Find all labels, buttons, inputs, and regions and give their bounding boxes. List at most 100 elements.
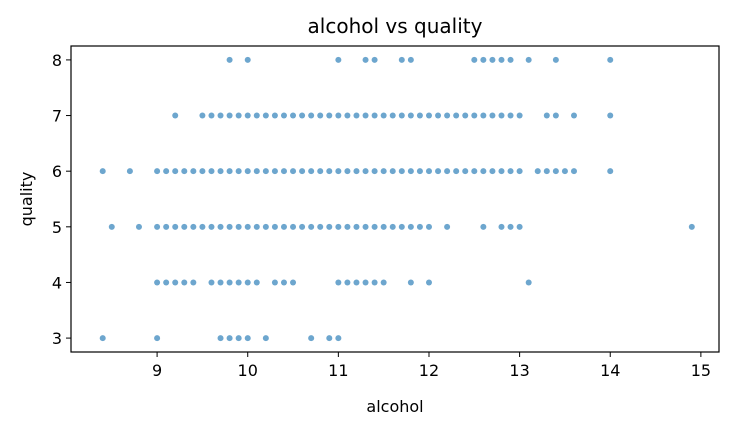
data-point	[407, 168, 414, 175]
data-point	[525, 56, 532, 63]
data-point	[208, 168, 215, 175]
data-point	[217, 112, 224, 119]
data-point	[416, 168, 423, 175]
data-point	[99, 168, 106, 175]
data-point	[317, 168, 324, 175]
data-point	[154, 223, 161, 230]
data-point	[335, 56, 342, 63]
data-point	[126, 168, 133, 175]
data-point	[444, 223, 451, 230]
data-point	[471, 56, 478, 63]
data-point	[444, 112, 451, 119]
data-point	[489, 112, 496, 119]
data-point	[371, 112, 378, 119]
data-point	[543, 168, 550, 175]
data-point	[290, 279, 297, 286]
data-point	[435, 168, 442, 175]
data-point	[181, 279, 188, 286]
data-point	[371, 223, 378, 230]
data-point	[181, 223, 188, 230]
data-point	[244, 335, 251, 342]
data-point	[226, 223, 233, 230]
data-point	[344, 112, 351, 119]
data-point	[208, 223, 215, 230]
y-tick-label: 7	[52, 107, 62, 126]
data-point	[235, 223, 242, 230]
data-point	[607, 168, 614, 175]
data-point	[453, 168, 460, 175]
data-point	[99, 335, 106, 342]
data-point	[308, 335, 315, 342]
data-point	[208, 112, 215, 119]
data-point	[552, 56, 559, 63]
data-point	[335, 168, 342, 175]
data-point	[217, 279, 224, 286]
data-point	[290, 168, 297, 175]
data-point	[235, 168, 242, 175]
data-point	[416, 112, 423, 119]
data-point	[353, 223, 360, 230]
data-point	[326, 168, 333, 175]
plot-frame	[70, 45, 720, 353]
data-point	[471, 168, 478, 175]
y-tick-label: 8	[52, 51, 62, 70]
data-point	[317, 223, 324, 230]
data-point	[163, 168, 170, 175]
data-point	[344, 168, 351, 175]
data-point	[507, 223, 514, 230]
data-point	[507, 112, 514, 119]
data-point	[380, 223, 387, 230]
data-point	[190, 168, 197, 175]
data-point	[154, 168, 161, 175]
data-point	[389, 223, 396, 230]
data-point	[498, 223, 505, 230]
data-point	[253, 112, 260, 119]
data-point	[607, 112, 614, 119]
data-point	[462, 112, 469, 119]
data-point	[108, 223, 115, 230]
data-point	[154, 335, 161, 342]
data-point	[480, 168, 487, 175]
data-point	[362, 168, 369, 175]
data-point	[425, 223, 432, 230]
data-point	[262, 223, 269, 230]
data-point	[244, 223, 251, 230]
data-point	[462, 168, 469, 175]
data-point	[190, 279, 197, 286]
data-point	[308, 223, 315, 230]
data-point	[471, 112, 478, 119]
data-point	[371, 56, 378, 63]
data-point	[534, 168, 541, 175]
data-point	[688, 223, 695, 230]
data-point	[262, 335, 269, 342]
data-point	[435, 112, 442, 119]
data-point	[253, 223, 260, 230]
x-tick-label: 13	[509, 361, 529, 380]
data-point	[154, 279, 161, 286]
data-point	[199, 112, 206, 119]
x-axis: 9 10 11 12 13 14 15	[152, 352, 711, 380]
data-point	[280, 168, 287, 175]
data-point	[163, 223, 170, 230]
data-point	[217, 168, 224, 175]
data-point	[181, 168, 188, 175]
data-point	[226, 168, 233, 175]
y-tick-label: 4	[52, 273, 62, 292]
data-point	[308, 168, 315, 175]
data-point	[407, 56, 414, 63]
data-point	[525, 279, 532, 286]
data-point	[362, 56, 369, 63]
data-point	[253, 279, 260, 286]
data-point	[371, 279, 378, 286]
data-point	[480, 112, 487, 119]
data-point	[299, 223, 306, 230]
data-point	[172, 279, 179, 286]
data-point	[326, 223, 333, 230]
data-point	[308, 112, 315, 119]
data-point	[389, 112, 396, 119]
data-point	[398, 56, 405, 63]
data-point	[480, 223, 487, 230]
y-axis-label: quality	[17, 172, 36, 227]
data-point	[498, 168, 505, 175]
